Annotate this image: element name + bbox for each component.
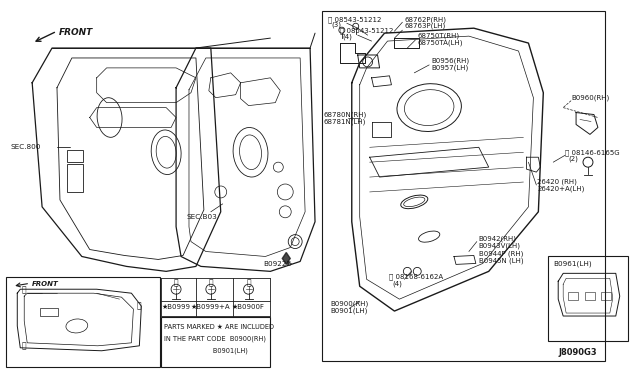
Text: Ⓐ: Ⓐ (22, 286, 26, 295)
Text: ★B0999: ★B0999 (161, 304, 191, 310)
Bar (67, 150, 83, 162)
Text: J8090G3: J8090G3 (559, 348, 597, 357)
Bar (548, 256, 628, 341)
Text: B0943V(LH): B0943V(LH) (479, 242, 521, 249)
Bar (6, 277, 160, 367)
Text: B0956(RH): B0956(RH) (431, 58, 469, 64)
Text: B0922E: B0922E (264, 262, 292, 267)
Text: Ⓢ 08146-6165G: Ⓢ 08146-6165G (565, 149, 620, 155)
Text: 68750TA(LH): 68750TA(LH) (417, 40, 463, 46)
Text: PARTS MARKED ★ ARE INCLUDED: PARTS MARKED ★ ARE INCLUDED (164, 324, 274, 330)
Text: B0945N (LH): B0945N (LH) (479, 257, 524, 264)
Text: Ⓑ 08168-6162A: Ⓑ 08168-6162A (390, 273, 444, 280)
Text: (2): (2) (568, 156, 578, 163)
Text: B0961(LH): B0961(LH) (553, 260, 592, 267)
Text: Ⓑ 08543-51212: Ⓑ 08543-51212 (328, 16, 381, 23)
Text: 68763P(LH): 68763P(LH) (404, 23, 445, 29)
Text: B0942(RH): B0942(RH) (479, 235, 517, 242)
Text: 26420+A(LH): 26420+A(LH) (538, 186, 585, 192)
Text: 68762P(RH): 68762P(RH) (404, 16, 446, 22)
Bar (67, 164, 83, 192)
Text: FRONT: FRONT (59, 28, 93, 37)
Text: B0901(LH): B0901(LH) (164, 347, 248, 354)
Text: (4): (4) (392, 280, 403, 286)
Text: ★B0900F: ★B0900F (232, 304, 265, 310)
Text: Ⓐ: Ⓐ (174, 279, 179, 288)
Text: Ⓒ: Ⓒ (137, 302, 141, 311)
Text: ★B0999+A: ★B0999+A (191, 304, 230, 310)
Text: Ⓓ: Ⓓ (22, 341, 26, 350)
Text: FRONT: FRONT (32, 281, 59, 287)
Text: Ⓑ: Ⓑ (209, 279, 213, 288)
Text: B0900(RH): B0900(RH) (330, 301, 368, 307)
Polygon shape (282, 253, 290, 264)
Text: B0960(RH): B0960(RH) (571, 94, 609, 101)
Text: Ⓒ: Ⓒ (246, 279, 251, 288)
Text: B0901(LH): B0901(LH) (330, 308, 367, 314)
Bar (601, 292, 611, 300)
Bar (585, 292, 595, 300)
Text: IN THE PART CODE  B0900(RH): IN THE PART CODE B0900(RH) (164, 336, 266, 342)
Bar (322, 11, 605, 361)
Text: Ⓑ 08543-51212: Ⓑ 08543-51212 (340, 28, 393, 35)
Text: B0944P (RH): B0944P (RH) (479, 250, 523, 257)
Text: (4): (4) (343, 34, 353, 41)
Bar (568, 292, 578, 300)
Text: B0957(LH): B0957(LH) (431, 65, 468, 71)
Text: (3): (3) (331, 22, 341, 29)
Bar (40, 308, 58, 316)
Text: 68780N(RH): 68780N(RH) (324, 111, 367, 118)
Text: SEC.B03: SEC.B03 (186, 214, 217, 220)
Text: 68781N(LH): 68781N(LH) (324, 118, 366, 125)
Text: 26420 (RH): 26420 (RH) (538, 179, 577, 185)
Text: 68750T(RH): 68750T(RH) (417, 33, 460, 39)
Text: SEC.800: SEC.800 (10, 144, 41, 150)
Bar (161, 317, 270, 367)
